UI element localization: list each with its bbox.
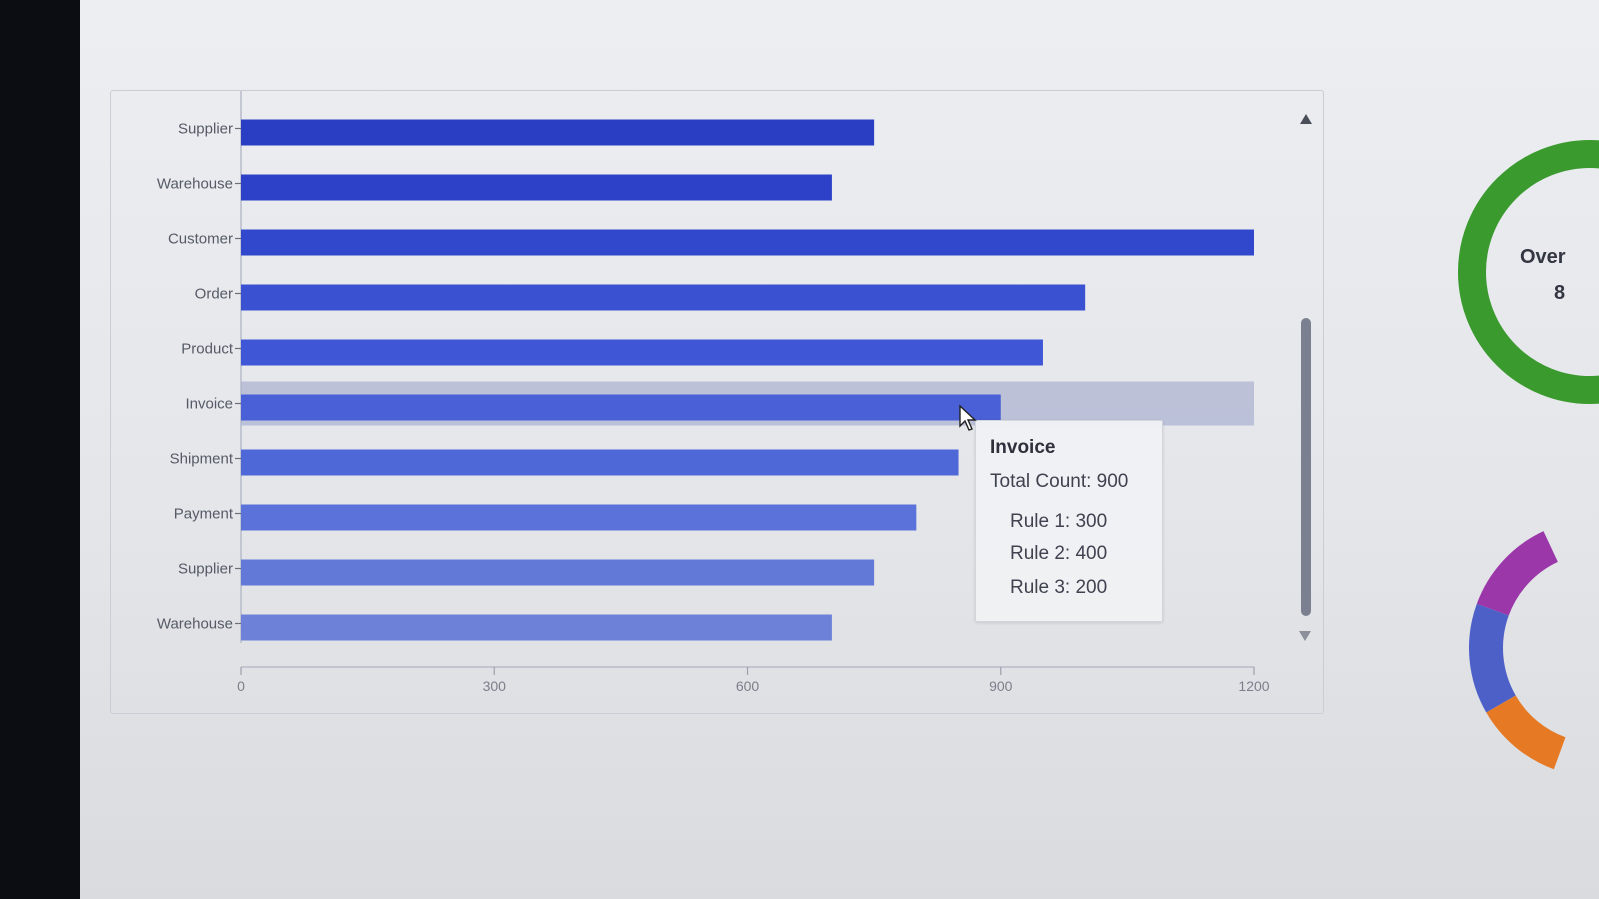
donut-segment: [1469, 603, 1516, 713]
segment-donut-chart: [1469, 531, 1567, 770]
scroll-up-arrow-icon[interactable]: [1300, 114, 1312, 124]
category-label: Warehouse: [157, 176, 233, 193]
x-tick-label: 900: [989, 678, 1013, 694]
scrollbar-thumb[interactable]: [1301, 318, 1311, 616]
x-tick-label: 0: [237, 678, 245, 694]
tooltip-total: Total Count: 900: [990, 471, 1129, 492]
bar-shipment[interactable]: [241, 449, 959, 476]
category-label: Payment: [174, 506, 234, 523]
overview-donut-chart: [1458, 140, 1599, 404]
category-label: Shipment: [170, 451, 234, 468]
bar-invoice[interactable]: [241, 394, 1001, 421]
category-label: Customer: [168, 231, 233, 248]
x-tick-label: 300: [483, 678, 507, 694]
bar-warehouse[interactable]: [241, 614, 832, 641]
x-tick-label: 600: [736, 678, 760, 694]
tooltip-title: Invoice: [990, 437, 1056, 458]
scroll-down-arrow-icon[interactable]: [1299, 631, 1311, 641]
donut-segment: [1476, 531, 1559, 617]
category-label: Product: [181, 341, 234, 358]
category-label: Invoice: [185, 396, 233, 413]
mouse-cursor-icon: [959, 404, 977, 431]
bar-payment[interactable]: [241, 504, 917, 531]
bar-supplier[interactable]: [241, 559, 875, 586]
donut-segment: [1486, 694, 1567, 770]
bar-product[interactable]: [241, 339, 1043, 366]
bar-chart: Supplier Warehouse Customer Order Product Inv…: [157, 91, 1270, 694]
category-label: Warehouse: [157, 616, 233, 633]
donut-label: Over: [1520, 246, 1566, 268]
donut-ring: [1458, 140, 1599, 404]
category-label: Supplier: [178, 121, 233, 138]
chart-panel: Supplier Warehouse Customer Order Product Inv…: [110, 90, 1324, 714]
chart-tooltip: Invoice Total Count: 900 Rule 1: 300 Rul…: [975, 420, 1163, 622]
donut-value: 8: [1554, 282, 1566, 304]
category-label: Order: [195, 286, 233, 303]
tooltip-rule-3: Rule 3: 200: [1010, 577, 1108, 598]
bar-customer[interactable]: [241, 229, 1254, 256]
bar-supplier[interactable]: [241, 119, 875, 146]
bar-warehouse[interactable]: [241, 174, 832, 201]
tooltip-rule-2: Rule 2: 400: [1010, 543, 1108, 564]
category-label: Supplier: [178, 561, 233, 578]
tooltip-rule-1: Rule 1: 300: [1010, 511, 1108, 532]
x-tick-label: 1200: [1238, 678, 1269, 694]
bar-order[interactable]: [241, 284, 1086, 311]
